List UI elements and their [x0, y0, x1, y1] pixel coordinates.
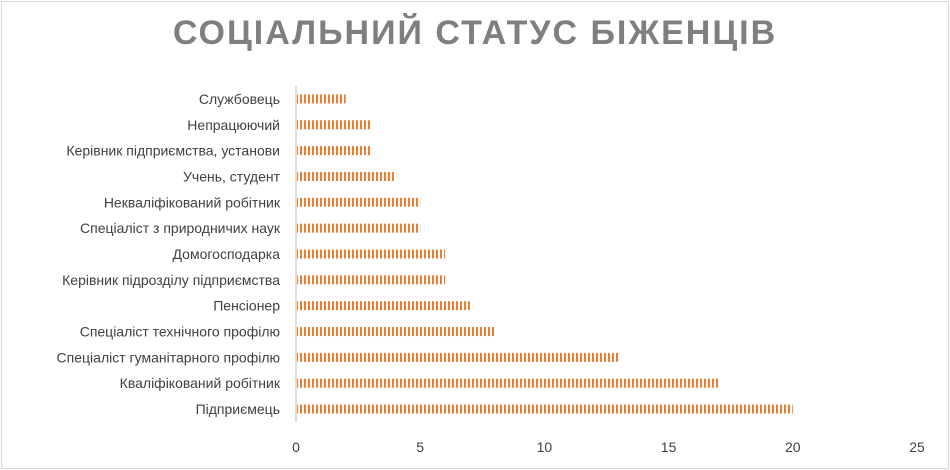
x-tick-label: 0 [292, 439, 300, 455]
bar [297, 171, 396, 181]
bar [297, 327, 495, 337]
category-label: Непрацюючий [187, 117, 280, 133]
bar [297, 223, 421, 233]
bar [297, 249, 446, 259]
category-label: Учень, студент [183, 168, 281, 184]
x-tick-label: 25 [909, 439, 925, 455]
category-label: Кваліфікований робітник [120, 375, 281, 391]
bar [297, 120, 371, 130]
category-label: Домогосподарка [173, 246, 281, 262]
bar [297, 146, 371, 156]
category-label: Керівник підприємства, установи [66, 143, 280, 159]
x-tick-label: 5 [416, 439, 424, 455]
x-tick-label: 10 [537, 439, 553, 455]
bar [297, 378, 719, 388]
category-label: Некваліфікований робітник [104, 194, 281, 210]
category-label: Спеціаліст технічного профілю [80, 324, 280, 340]
bar [297, 94, 346, 104]
x-tick-label: 15 [661, 439, 677, 455]
category-label: Підприємець [196, 401, 280, 417]
bar [297, 275, 446, 285]
bar [297, 197, 421, 207]
bar [297, 301, 470, 311]
category-label: Службовець [199, 91, 280, 107]
category-label: Пенсіонер [213, 298, 280, 314]
category-label: Керівник підрозділу підприємства [62, 272, 280, 288]
x-tick-label: 20 [785, 439, 801, 455]
chart-title: СОЦІАЛЬНИЙ СТАТУС БІЖЕНЦІВ [172, 14, 778, 52]
bar [297, 404, 793, 414]
category-label: Спеціаліст гуманітарного профілю [57, 349, 280, 365]
bar [297, 352, 619, 362]
category-label: Спеціаліст з природничих наук [80, 220, 281, 236]
